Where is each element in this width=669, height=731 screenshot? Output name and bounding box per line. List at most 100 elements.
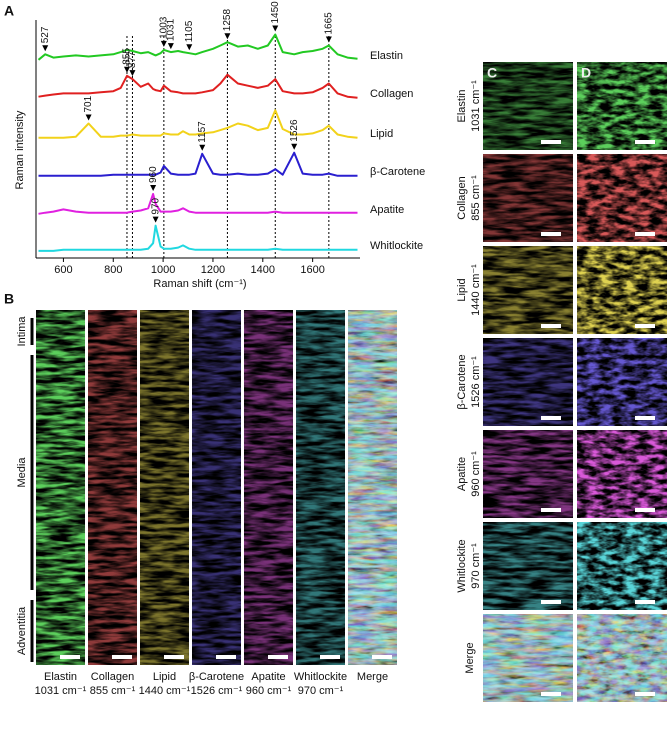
image-signal <box>577 614 667 702</box>
spectrum-line <box>37 33 358 61</box>
peak-marker <box>272 25 279 32</box>
image-signal <box>483 430 573 518</box>
x-tick-label: 1600 <box>300 264 324 276</box>
series-label: Elastin <box>370 50 403 62</box>
column-label: Merge <box>357 671 388 683</box>
peak-marker <box>160 40 167 47</box>
scale-bar <box>635 324 655 328</box>
scale-bar <box>541 232 561 236</box>
column-label: Lipid <box>153 671 176 683</box>
image-signal <box>36 310 85 665</box>
peak-label: 960 <box>148 166 159 183</box>
image-signal <box>192 310 241 665</box>
scale-bar <box>541 692 561 696</box>
peak-label: 1031 <box>165 18 176 41</box>
peak-label: 1003 <box>158 16 169 39</box>
image-signal <box>483 522 573 610</box>
scale-bar <box>164 655 184 659</box>
peak-label: 970 <box>150 197 161 214</box>
y-axis-label: Raman intensity <box>14 110 26 189</box>
peak-label: 527 <box>40 26 51 43</box>
x-tick-label: 1200 <box>201 264 225 276</box>
image-signal <box>88 310 137 665</box>
column-band: 1031 cm⁻¹ <box>35 685 87 697</box>
series-label: Lipid <box>370 128 393 140</box>
series-label: Apatite <box>370 204 404 216</box>
scale-bar <box>60 655 80 659</box>
spectrum-line <box>38 109 358 139</box>
row-label: Media <box>16 457 28 488</box>
peak-label: 1157 <box>197 121 208 143</box>
column-band: 1526 cm⁻¹ <box>191 685 243 697</box>
image-signal <box>577 338 667 426</box>
scale-bar <box>635 600 655 604</box>
peak-label: 1665 <box>323 12 334 35</box>
peak-marker <box>167 43 174 50</box>
row-label: Adventitia <box>16 606 28 655</box>
spectrum-line <box>38 193 358 215</box>
spectrum-line <box>38 151 358 177</box>
column-band: 970 cm⁻¹ <box>298 685 344 697</box>
row-band: 1440 cm⁻¹ <box>470 264 482 316</box>
spectrum-line <box>38 73 358 99</box>
peak-label: 855 <box>122 48 133 65</box>
peak-marker <box>123 66 130 73</box>
column-label: Whitlockite <box>294 671 347 683</box>
spectrum-line <box>38 224 358 252</box>
peak-marker <box>152 216 159 223</box>
image-signal <box>244 310 293 665</box>
row-label: Lipid <box>456 278 468 301</box>
scale-bar <box>635 416 655 420</box>
row-label: Whitlockite <box>456 539 468 592</box>
peak-marker <box>129 70 136 77</box>
peak-marker <box>291 143 298 150</box>
scale-bar <box>268 655 288 659</box>
x-tick-label: 1400 <box>251 264 275 276</box>
row-band: 1526 cm⁻¹ <box>470 356 482 408</box>
column-band: 855 cm⁻¹ <box>90 685 136 697</box>
image-signal <box>577 154 667 242</box>
row-label: Elastin <box>456 89 468 122</box>
peak-marker <box>42 45 49 52</box>
image-signal <box>577 522 667 610</box>
panel-label: D <box>581 65 591 81</box>
column-band: 960 cm⁻¹ <box>246 685 292 697</box>
scale-bar <box>541 600 561 604</box>
column-band: 1440 cm⁻¹ <box>139 685 191 697</box>
series-label: Collagen <box>370 88 413 100</box>
x-tick-label: 800 <box>104 264 122 276</box>
image-signal <box>140 310 189 665</box>
peak-label: 1450 <box>270 1 281 24</box>
image-signal <box>483 62 573 150</box>
peak-marker <box>150 185 157 191</box>
row-label: Collagen <box>456 176 468 219</box>
column-label: Collagen <box>91 671 134 683</box>
scale-bar <box>112 655 132 659</box>
scale-bar <box>635 508 655 512</box>
series-label: β-Carotene <box>370 166 425 178</box>
row-band: 960 cm⁻¹ <box>470 451 482 497</box>
scale-bar <box>372 655 392 659</box>
scale-bar <box>635 232 655 236</box>
row-label: Intima <box>16 316 28 347</box>
panel-label: B <box>4 291 14 307</box>
scale-bar <box>541 416 561 420</box>
peak-marker <box>85 114 92 121</box>
peak-label: 701 <box>83 95 94 112</box>
scale-bar <box>541 140 561 144</box>
image-signal <box>348 310 397 665</box>
x-tick-label: 1000 <box>151 264 175 276</box>
scale-bar <box>635 692 655 696</box>
row-band: 970 cm⁻¹ <box>470 543 482 589</box>
x-axis-label: Raman shift (cm⁻¹) <box>153 278 246 290</box>
panel-label: C <box>487 65 497 81</box>
image-signal <box>296 310 345 665</box>
row-band: 1031 cm⁻¹ <box>470 80 482 132</box>
image-signal <box>577 246 667 334</box>
image-signal <box>483 154 573 242</box>
scale-bar <box>541 324 561 328</box>
image-signal <box>577 62 667 150</box>
scale-bar <box>541 508 561 512</box>
peak-label: 1526 <box>289 119 300 142</box>
